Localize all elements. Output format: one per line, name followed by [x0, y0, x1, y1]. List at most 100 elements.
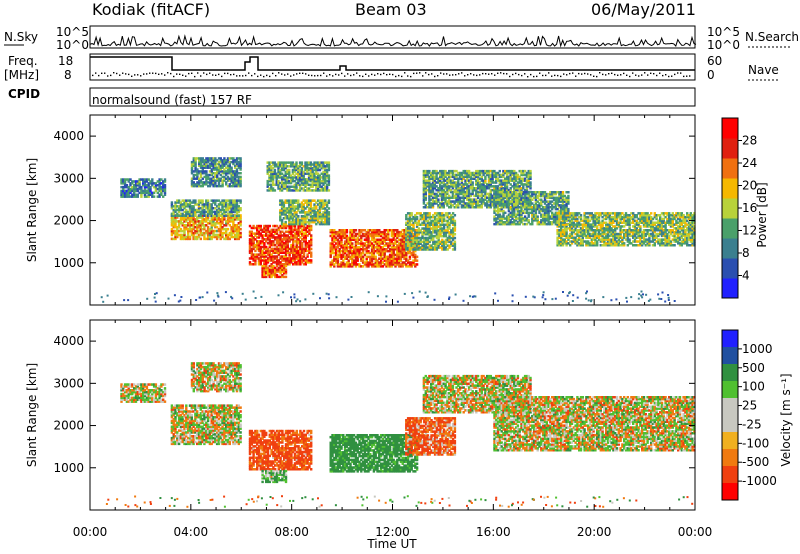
scatter-cell — [298, 170, 302, 174]
scatter-cell — [286, 201, 289, 204]
scatter-cell — [221, 235, 224, 239]
scatter-cell — [239, 214, 242, 217]
scatter-cell — [163, 180, 167, 183]
scatter-cell — [235, 229, 239, 233]
scatter-cell — [208, 164, 212, 168]
scatter-cell — [333, 251, 336, 255]
scatter-cell — [295, 161, 298, 164]
scatter-cell — [302, 183, 305, 187]
scatter-cell — [286, 245, 289, 249]
scatter-cell — [172, 229, 175, 233]
scatter-cell — [529, 169, 532, 173]
scatter-cell — [234, 227, 237, 231]
scatter-cell — [299, 251, 302, 255]
scatter-cell — [257, 243, 261, 247]
scatter-cell — [428, 217, 431, 221]
scatter-cell — [125, 189, 129, 193]
scatter-cell — [226, 235, 230, 239]
scatter-cell — [212, 207, 215, 210]
scatter-cell — [298, 185, 302, 188]
scatter-cell — [232, 175, 235, 179]
scatter-cell — [277, 249, 280, 253]
scatter-cell — [190, 166, 194, 169]
scatter-cell — [239, 224, 242, 227]
scatter-cell — [237, 218, 240, 221]
scatter-cell — [187, 233, 190, 237]
scatter-cell — [363, 232, 367, 236]
scatter-cell — [187, 237, 190, 241]
scatter-cell — [239, 160, 242, 164]
scatter-cell — [261, 249, 264, 253]
scatter-cell — [365, 244, 368, 247]
scatter-cell — [329, 253, 332, 257]
scatter-cell — [361, 248, 365, 251]
scatter-cell — [194, 218, 197, 221]
scatter-cell — [212, 184, 215, 188]
scatter-cell — [293, 249, 297, 253]
scatter-cell — [203, 210, 206, 214]
scatter-cell — [387, 265, 390, 268]
scatter-cell — [292, 228, 295, 232]
scatter-cell — [354, 257, 358, 260]
scatter-cell — [299, 226, 302, 230]
scatter-cell — [309, 201, 313, 204]
scatter-cell — [379, 232, 383, 236]
scatter-cell — [376, 238, 379, 241]
scatter-cell — [291, 176, 295, 179]
scatter-cell — [309, 213, 313, 216]
scatter-cell — [163, 185, 167, 189]
scatter-cell — [383, 240, 386, 243]
scatter-cell — [423, 238, 426, 242]
scatter-cell — [298, 187, 302, 190]
scatter-cell — [313, 161, 316, 164]
scatter-cell — [304, 220, 307, 224]
scatter-cell — [327, 161, 331, 164]
scatter-cell — [194, 235, 197, 239]
scatter-cell — [316, 211, 320, 214]
scatter-cell — [338, 230, 341, 234]
scatter-cell — [221, 179, 224, 182]
scatter-cell — [361, 255, 365, 259]
scatter-cell — [292, 224, 295, 228]
scatter-cell — [149, 180, 152, 183]
scatter-cell — [268, 245, 271, 249]
scatter-cell — [300, 178, 304, 181]
scatter-cell — [397, 257, 401, 260]
scatter-cell — [203, 183, 206, 186]
scatter-cell — [279, 232, 282, 235]
scatter-cell — [313, 178, 316, 181]
scatter-cell — [290, 224, 293, 228]
scatter-cell — [216, 179, 219, 182]
scatter-cell — [392, 236, 395, 240]
scatter-cell — [412, 240, 415, 244]
scatter-cell — [239, 231, 242, 235]
scatter-cell — [403, 253, 406, 257]
scatter-cell — [289, 213, 293, 216]
scatter-cell — [286, 187, 289, 190]
scatter-cell — [293, 234, 297, 237]
scatter-cell — [205, 216, 208, 219]
scatter-cell — [230, 231, 233, 235]
scatter-cell — [297, 178, 300, 181]
scatter-cell — [309, 215, 313, 218]
scatter-cell — [208, 212, 212, 216]
scatter-cell — [177, 225, 181, 229]
scatter-cell — [237, 166, 240, 169]
scatter-cell — [414, 263, 417, 266]
scatter-cell — [226, 207, 230, 210]
scatter-cell — [392, 242, 395, 245]
scatter-cell — [185, 216, 188, 219]
scatter-cell — [297, 218, 300, 222]
scatter-cell — [295, 199, 298, 202]
scatter-cell — [194, 212, 197, 216]
scatter-cell — [370, 248, 374, 251]
scatter-cell — [315, 211, 318, 214]
scatter-cell — [334, 238, 338, 241]
scatter-cell — [235, 233, 239, 237]
scatter-cell — [307, 161, 311, 164]
scatter-cell — [235, 184, 239, 188]
scatter-cell — [313, 165, 316, 168]
scatter-cell — [192, 220, 195, 223]
scatter-cell — [424, 217, 428, 221]
scatter-cell — [293, 218, 296, 222]
